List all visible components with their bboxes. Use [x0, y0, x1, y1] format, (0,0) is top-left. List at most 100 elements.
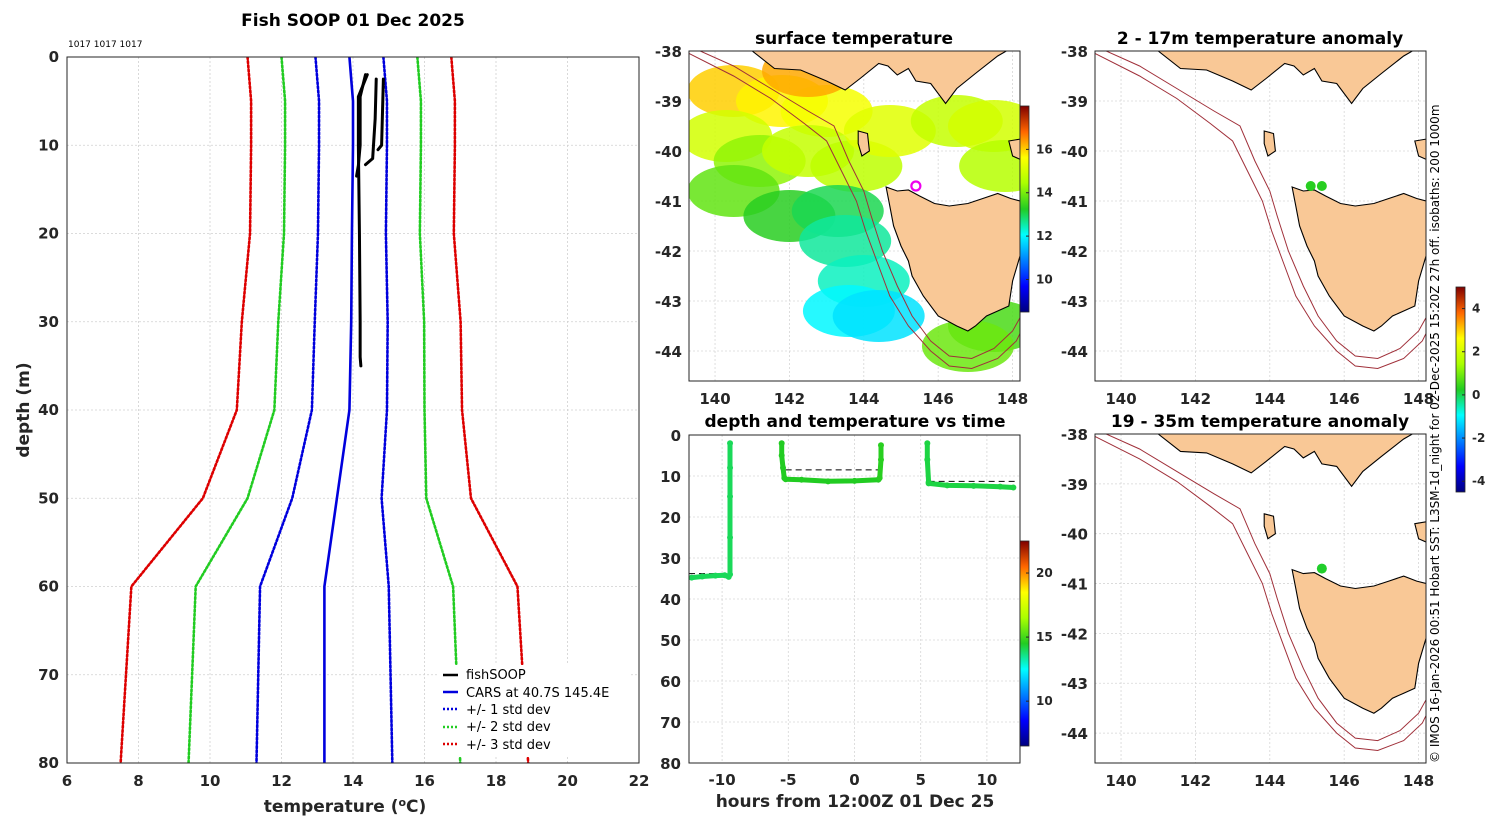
x-tick-label: 10: [200, 772, 221, 790]
colorbar-gradient: [1019, 540, 1030, 747]
profile-series: [119, 57, 530, 763]
y-tick-label: 30: [660, 550, 681, 568]
map-ticks: 140 142 144 146 148 -38 -39 -40 -41 -42 -43 -44: [1061, 426, 1434, 790]
y-tick-label: 40: [38, 401, 59, 419]
depth-point: [924, 440, 931, 447]
depth-point: [699, 573, 706, 580]
x-tick-label: 20: [557, 772, 578, 790]
lon-tick-label: 148: [1403, 772, 1434, 790]
depth-time-title: depth and temperature vs time: [705, 412, 1006, 432]
x-tick-label: -5: [780, 771, 797, 789]
series-minus-sd1: [255, 57, 321, 763]
landmass: [885, 186, 1020, 332]
isobath-line: [1095, 436, 1426, 752]
isobath-line: [1104, 51, 1426, 360]
lon-tick-label: 148: [1403, 390, 1434, 408]
lat-tick-label: -38: [1061, 43, 1088, 61]
landmass: [1291, 568, 1426, 714]
location-marker: [910, 180, 922, 192]
lat-tick-label: -39: [1061, 476, 1088, 494]
depth-point: [712, 572, 719, 579]
sst-patch: [921, 320, 1014, 372]
colorbar-tick-label: 14: [1036, 186, 1053, 200]
series-plus-sd3: [450, 57, 530, 763]
colorbar-tick-label: 16: [1036, 142, 1053, 156]
x-tick-label: 10: [976, 771, 997, 789]
y-tick-label: 50: [38, 489, 59, 507]
lat-tick-label: -43: [655, 293, 682, 311]
x-tick-label: 8: [133, 772, 143, 790]
colorbar-tick-label: 10: [1036, 272, 1053, 286]
y-tick-label: 30: [38, 313, 59, 331]
temperature-profile-chart: Fish SOOP 01 Dec 2025 1017 1017 1017 6 8 1…: [14, 11, 649, 817]
colorbar-gradient: [1455, 286, 1466, 493]
isobath-line: [1104, 434, 1426, 742]
lat-tick-label: -42: [1061, 625, 1088, 643]
lat-tick-label: -44: [1061, 725, 1088, 743]
series-minus-sd3: [119, 57, 253, 763]
anomaly-points: [1316, 563, 1327, 574]
isobaths: [689, 51, 1020, 370]
x-tick-label: 6: [62, 772, 72, 790]
x-tick-label: 22: [629, 772, 650, 790]
figure-title: Fish SOOP 01 Dec 2025: [241, 11, 465, 31]
depth-point: [944, 482, 951, 489]
series-fishsoop: [356, 73, 369, 368]
lon-tick-label: 148: [997, 390, 1028, 408]
lat-tick-label: -41: [655, 193, 682, 211]
lat-tick-label: -43: [1061, 675, 1088, 693]
landmass: [857, 130, 870, 157]
y-tick-label: 10: [38, 136, 59, 154]
x-tick-label: 18: [486, 772, 507, 790]
y-tick-label: 50: [660, 632, 681, 650]
lon-tick-label: 146: [1329, 390, 1360, 408]
depth-point: [798, 476, 805, 483]
lon-tick-label: 144: [1254, 772, 1285, 790]
sst-colorbar: 10 12 14 16: [1019, 105, 1053, 313]
colorbar-tick-label: -4: [1472, 474, 1485, 488]
colorbar-tick-label: 2: [1472, 345, 1480, 359]
depth-time-colorbar: 10 15 20: [1019, 540, 1053, 747]
colorbar-gradient: [1019, 105, 1030, 313]
profile-top-label: 1017 1017 1017: [68, 40, 142, 50]
lon-tick-label: 144: [1254, 390, 1285, 408]
x-tick-label: 5: [915, 771, 925, 789]
profile-ticks: 6 8 10 12 14 16 18 20 22 0 10 20 30 40 50 60 70 80: [38, 48, 649, 790]
landmass: [1263, 513, 1276, 540]
depth-point: [782, 476, 789, 483]
lon-tick-label: 140: [1105, 772, 1136, 790]
y-tick-label: 0: [671, 427, 681, 445]
lat-tick-label: -38: [655, 43, 682, 61]
y-tick-label: 60: [38, 578, 59, 596]
lon-tick-label: 140: [1105, 390, 1136, 408]
colorbar-tick-label: 4: [1472, 302, 1480, 316]
y-tick-label: 60: [660, 673, 681, 691]
shallow-anomaly-title: 2 - 17m temperature anomaly: [1117, 29, 1403, 49]
sst-patch: [832, 290, 925, 342]
sst-patch: [959, 140, 1020, 192]
series-plus-sd1: [380, 57, 394, 763]
y-tick-label: 70: [38, 666, 59, 684]
lon-tick-label: 146: [923, 390, 954, 408]
deep-anomaly-title: 19 - 35m temperature anomaly: [1111, 412, 1409, 432]
depth-point: [825, 478, 832, 485]
depth-point: [876, 475, 883, 482]
depth-time-series: [689, 440, 1017, 581]
landmass: [1291, 186, 1426, 332]
lat-tick-label: -41: [1061, 193, 1088, 211]
depth-point: [970, 482, 977, 489]
depth-point: [997, 483, 1004, 490]
lat-tick-label: -43: [1061, 293, 1088, 311]
profile-xlabel: temperature (oC): [264, 796, 427, 818]
credit-text: © IMOS 16-Jan-2026 00:51 Hobart SST: L3S…: [1428, 104, 1442, 763]
depth-time-ticks: -10 -5 0 5 10 0 10 20 30 40 50 60 70 80: [660, 427, 997, 789]
y-tick-label: 20: [660, 509, 681, 527]
landmass: [751, 51, 1008, 105]
lon-tick-label: 142: [774, 390, 805, 408]
depth-point: [727, 464, 734, 471]
x-tick-label: 0: [849, 771, 859, 789]
depth-point: [778, 452, 785, 459]
sst-field: [689, 51, 1020, 372]
shallow-anomaly-map: 2 - 17m temperature anomaly 140 142 144 146…: [1061, 29, 1434, 408]
